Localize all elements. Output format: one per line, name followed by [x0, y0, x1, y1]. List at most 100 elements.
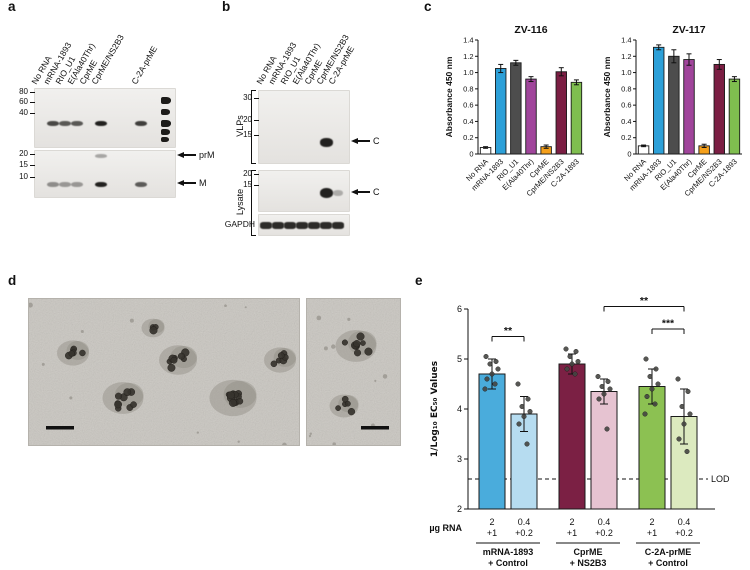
speckle	[196, 431, 199, 434]
chart-zv117: ZV-117 Absorbance 450 nm 0 0.2 0.4 0.6 0.8 1.0 1…	[602, 24, 742, 198]
vlp-particle	[356, 332, 365, 341]
y-tick-label: 0.4	[463, 117, 473, 126]
data-point	[573, 348, 579, 355]
blot-image-gapdh	[258, 214, 350, 236]
data-point	[484, 376, 490, 382]
band-arrow: M	[177, 178, 207, 188]
y-tick-label: 3	[457, 454, 462, 464]
speckle	[308, 434, 312, 438]
mw-label: 20	[243, 169, 252, 178]
gapdh-band	[296, 221, 308, 229]
dose-label: +0.2	[515, 528, 533, 538]
data-point	[489, 371, 495, 377]
data-point	[567, 353, 573, 360]
band-arrow: prM	[177, 150, 215, 160]
y-tick-label: 1.0	[463, 68, 473, 77]
protein-band	[95, 154, 107, 158]
western-blot-prm-m: No RNA mRNA-1893 RIO_U1 E(Ala40Thr) CprME Cpr…	[6, 2, 222, 214]
y-tick-label: 0	[627, 150, 631, 159]
vlps-section-label: VLPs	[235, 115, 245, 137]
data-point	[643, 356, 649, 362]
dose-label: 2	[649, 517, 654, 527]
y-axis-title: Absorbance 450 nm	[444, 56, 454, 137]
lod-label: LOD	[711, 474, 730, 484]
protein-band	[135, 182, 147, 187]
bar	[668, 55, 680, 155]
panel-b: b No RNA mRNA-1893 RIO_U1 E(Ala40Thr) CprME C…	[222, 0, 422, 252]
group-label: mRNA-1893	[483, 547, 534, 557]
speckle	[316, 315, 322, 321]
mw-tick	[30, 177, 35, 179]
data-point	[605, 378, 611, 385]
data-point	[607, 386, 613, 392]
y-tick-label: 0.4	[621, 117, 631, 126]
panel-d: d	[6, 273, 408, 456]
bar	[570, 81, 583, 155]
em-image-narrow	[306, 298, 401, 446]
bar	[555, 71, 567, 155]
em-image-wide	[28, 298, 300, 446]
mw-label: 20	[243, 115, 252, 124]
vlp-particle	[123, 388, 132, 397]
group-label: CprME	[574, 547, 603, 557]
data-point	[575, 358, 581, 365]
speckle	[80, 330, 84, 333]
significance-stars: **	[640, 295, 649, 307]
panel-label-c: c	[424, 0, 432, 14]
speckle	[374, 379, 377, 382]
scale-bar	[46, 426, 74, 430]
protein-band	[95, 121, 107, 126]
bar	[590, 391, 618, 510]
arrow-head-icon	[351, 138, 358, 144]
data-point	[595, 373, 601, 380]
mw-label: 80	[19, 87, 28, 96]
data-point	[596, 396, 602, 402]
y-tick-label: 5	[457, 354, 462, 364]
data-point	[644, 393, 650, 400]
gapdh-band	[260, 221, 272, 229]
data-point	[679, 403, 685, 410]
vlp-particle	[149, 326, 158, 335]
dose-label: 0.4	[598, 517, 611, 527]
blot-image-vlps	[258, 90, 350, 164]
vlps-bracket	[251, 90, 256, 164]
lysate-bracket	[251, 170, 256, 236]
lane-label: CprME/NS2B3	[89, 32, 126, 86]
data-point	[527, 408, 533, 415]
mw-tick	[254, 98, 259, 100]
em-border	[28, 298, 300, 446]
y-axis-title: Absorbance 450 nm	[602, 56, 612, 137]
em-border	[306, 298, 401, 446]
group-label: + NS2B3	[570, 558, 607, 568]
vlp-particle	[344, 400, 351, 407]
group-label: + Control	[648, 558, 688, 568]
blot-image-top	[34, 88, 176, 148]
data-point	[681, 421, 687, 427]
y-tick-label: 0.6	[621, 101, 631, 110]
gapdh-band	[272, 221, 284, 229]
mw-label: 15	[243, 130, 252, 139]
bar	[683, 59, 695, 155]
dose-label: +1	[647, 528, 657, 538]
dose-label: +0.2	[675, 528, 693, 538]
panel-e: e 2 3 4 5 6 1/Log₁₀ EC₅₀ Values LOD 2 +1 0.4 +0.2 m…	[412, 273, 750, 570]
arrow-label: C	[373, 187, 380, 197]
y-tick-label: 0.2	[621, 133, 631, 142]
y-tick-label: 0.8	[621, 84, 631, 93]
data-point	[516, 421, 522, 427]
chart-title: ZV-117	[672, 24, 705, 36]
significance-stars: ***	[662, 318, 675, 330]
bar	[638, 386, 666, 510]
dose-label: 2	[489, 517, 494, 527]
data-point	[524, 441, 530, 447]
vlp-particle	[130, 401, 137, 408]
protein-band	[59, 121, 71, 126]
mw-label: 20	[19, 149, 28, 158]
vlp-particle	[226, 391, 235, 400]
data-point	[492, 381, 498, 387]
y-tick-label: 1.2	[463, 52, 473, 61]
speckle	[347, 317, 351, 321]
western-blot-capsid: No RNA mRNA-1893 RIO_U1 E(Ala40Thr) CprME Cpr…	[222, 2, 422, 252]
arrow-head-icon	[351, 189, 358, 195]
mw-tick	[30, 102, 35, 104]
